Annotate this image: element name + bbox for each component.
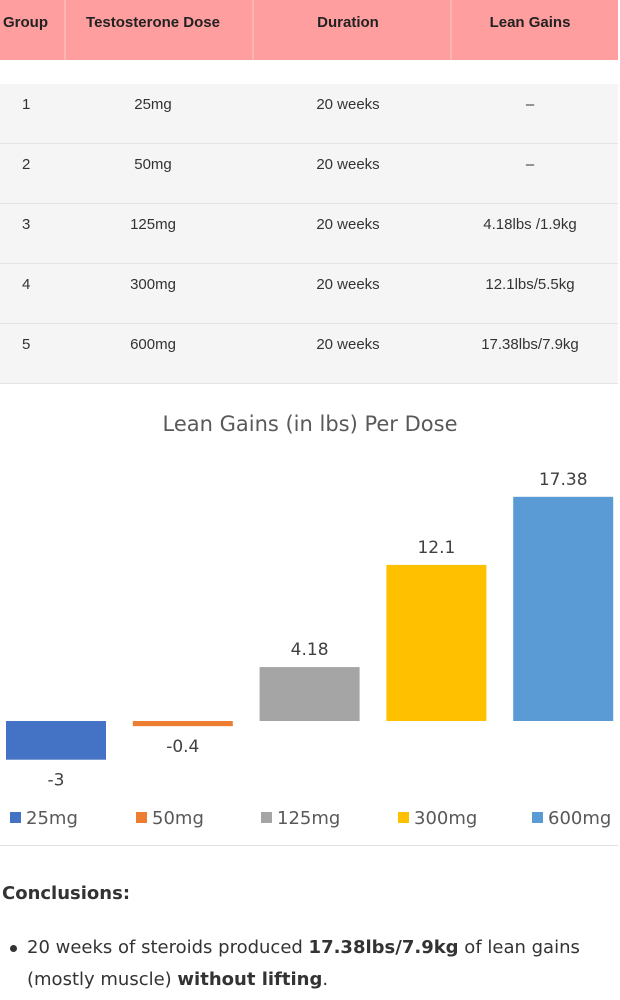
legend-label: 600mg bbox=[548, 808, 612, 829]
chart-legend: 25mg 50mg 125mg 300mg 600mg bbox=[0, 804, 620, 834]
conclusion-bold-gains: 17.38lbs/7.9kg bbox=[308, 937, 459, 958]
cell-dose: 50mg bbox=[134, 156, 172, 173]
cell-gains: 17.38lbs/7.9kg bbox=[481, 336, 579, 353]
divider bbox=[0, 845, 618, 846]
header-divider bbox=[450, 0, 452, 60]
conclusions-list: 20 weeks of steroids produced 17.38lbs/7… bbox=[0, 932, 610, 996]
bar-chart: Lean Gains (in lbs) Per Dose -3 -0.4 4.18 1… bbox=[0, 384, 620, 846]
cell-dose: 300mg bbox=[130, 276, 176, 293]
list-item: 20 weeks of steroids produced 17.38lbs/7… bbox=[0, 932, 610, 996]
cell-duration: 20 weeks bbox=[316, 216, 380, 233]
header-divider bbox=[252, 0, 254, 60]
bar-300mg bbox=[386, 564, 487, 721]
bar-50mg bbox=[132, 721, 233, 727]
legend-swatch-icon bbox=[532, 811, 543, 823]
table-header-group: Group bbox=[3, 14, 48, 31]
conclusion-text-part: of lean gains (mostly muscle) bbox=[27, 937, 580, 990]
cell-dose: 600mg bbox=[130, 336, 176, 353]
cell-gains: 12.1lbs/5.5kg bbox=[485, 276, 575, 293]
data-label-600mg: 17.38 bbox=[539, 470, 588, 490]
table-header-duration: Duration bbox=[317, 14, 379, 31]
legend-item-600mg: 600mg bbox=[532, 804, 611, 834]
legend-swatch-icon bbox=[136, 811, 147, 823]
cell-gains: 4.18lbs /1.9kg bbox=[483, 216, 577, 233]
conclusions-heading: Conclusions: bbox=[2, 883, 131, 904]
table-header-dose: Testosterone Dose bbox=[86, 14, 220, 31]
data-label-300mg: 12.1 bbox=[417, 538, 455, 558]
cell-group: 1 bbox=[22, 96, 31, 113]
cell-group: 5 bbox=[22, 336, 31, 353]
cell-group: 3 bbox=[22, 216, 31, 233]
cell-group: 2 bbox=[22, 156, 31, 173]
cell-duration: 20 weeks bbox=[316, 336, 380, 353]
cell-duration: 20 weeks bbox=[316, 156, 380, 173]
cell-duration: 20 weeks bbox=[316, 276, 380, 293]
data-label-125mg: 4.18 bbox=[291, 640, 329, 660]
conclusion-text-part: 20 weeks of steroids produced bbox=[27, 937, 309, 958]
conclusion-text-part: . bbox=[322, 969, 329, 990]
legend-swatch-icon bbox=[10, 811, 21, 823]
legend-item-125mg: 125mg bbox=[261, 804, 340, 834]
table-row: 4 300mg 20 weeks 12.1lbs/5.5kg bbox=[0, 264, 618, 324]
cell-duration: 20 weeks bbox=[316, 96, 380, 113]
legend-label: 125mg bbox=[277, 808, 341, 829]
table-row: 2 50mg 20 weeks – bbox=[0, 144, 618, 204]
legend-swatch-icon bbox=[261, 811, 272, 823]
chart-title: Lean Gains (in lbs) Per Dose bbox=[162, 412, 458, 436]
bar-125mg bbox=[259, 667, 360, 721]
table-spacer bbox=[0, 60, 618, 84]
table-row: 3 125mg 20 weeks 4.18lbs /1.9kg bbox=[0, 204, 618, 264]
data-label-50mg: -0.4 bbox=[166, 737, 199, 757]
table-row: 1 25mg 20 weeks – bbox=[0, 84, 618, 144]
cell-dose: 125mg bbox=[130, 216, 176, 233]
table-row: 5 600mg 20 weeks 17.38lbs/7.9kg bbox=[0, 324, 618, 384]
cell-gains: – bbox=[525, 96, 535, 113]
bar-600mg bbox=[513, 496, 614, 721]
bullet-icon bbox=[10, 945, 17, 952]
conclusion-bold-lifting: without lifting bbox=[177, 969, 323, 990]
table-body: 1 25mg 20 weeks – 2 50mg 20 weeks – 3 12… bbox=[0, 84, 618, 384]
legend-label: 25mg bbox=[26, 808, 78, 829]
cell-group: 4 bbox=[22, 276, 31, 293]
data-label-25mg: -3 bbox=[48, 771, 65, 791]
legend-label: 300mg bbox=[414, 808, 478, 829]
chart-plot-area: -3 -0.4 4.18 12.1 17.38 bbox=[6, 470, 614, 791]
header-divider bbox=[64, 0, 66, 60]
cell-gains: – bbox=[525, 156, 535, 173]
legend-swatch-icon bbox=[398, 811, 409, 823]
legend-item-25mg: 25mg bbox=[10, 804, 78, 834]
table-header-row: Group Testosterone Dose Duration Lean Ga… bbox=[0, 0, 618, 60]
legend-item-300mg: 300mg bbox=[398, 804, 477, 834]
cell-dose: 25mg bbox=[134, 96, 172, 113]
legend-item-50mg: 50mg bbox=[136, 804, 204, 834]
table-header-gains: Lean Gains bbox=[489, 14, 571, 31]
bar-25mg bbox=[6, 721, 106, 760]
legend-label: 50mg bbox=[152, 808, 204, 829]
